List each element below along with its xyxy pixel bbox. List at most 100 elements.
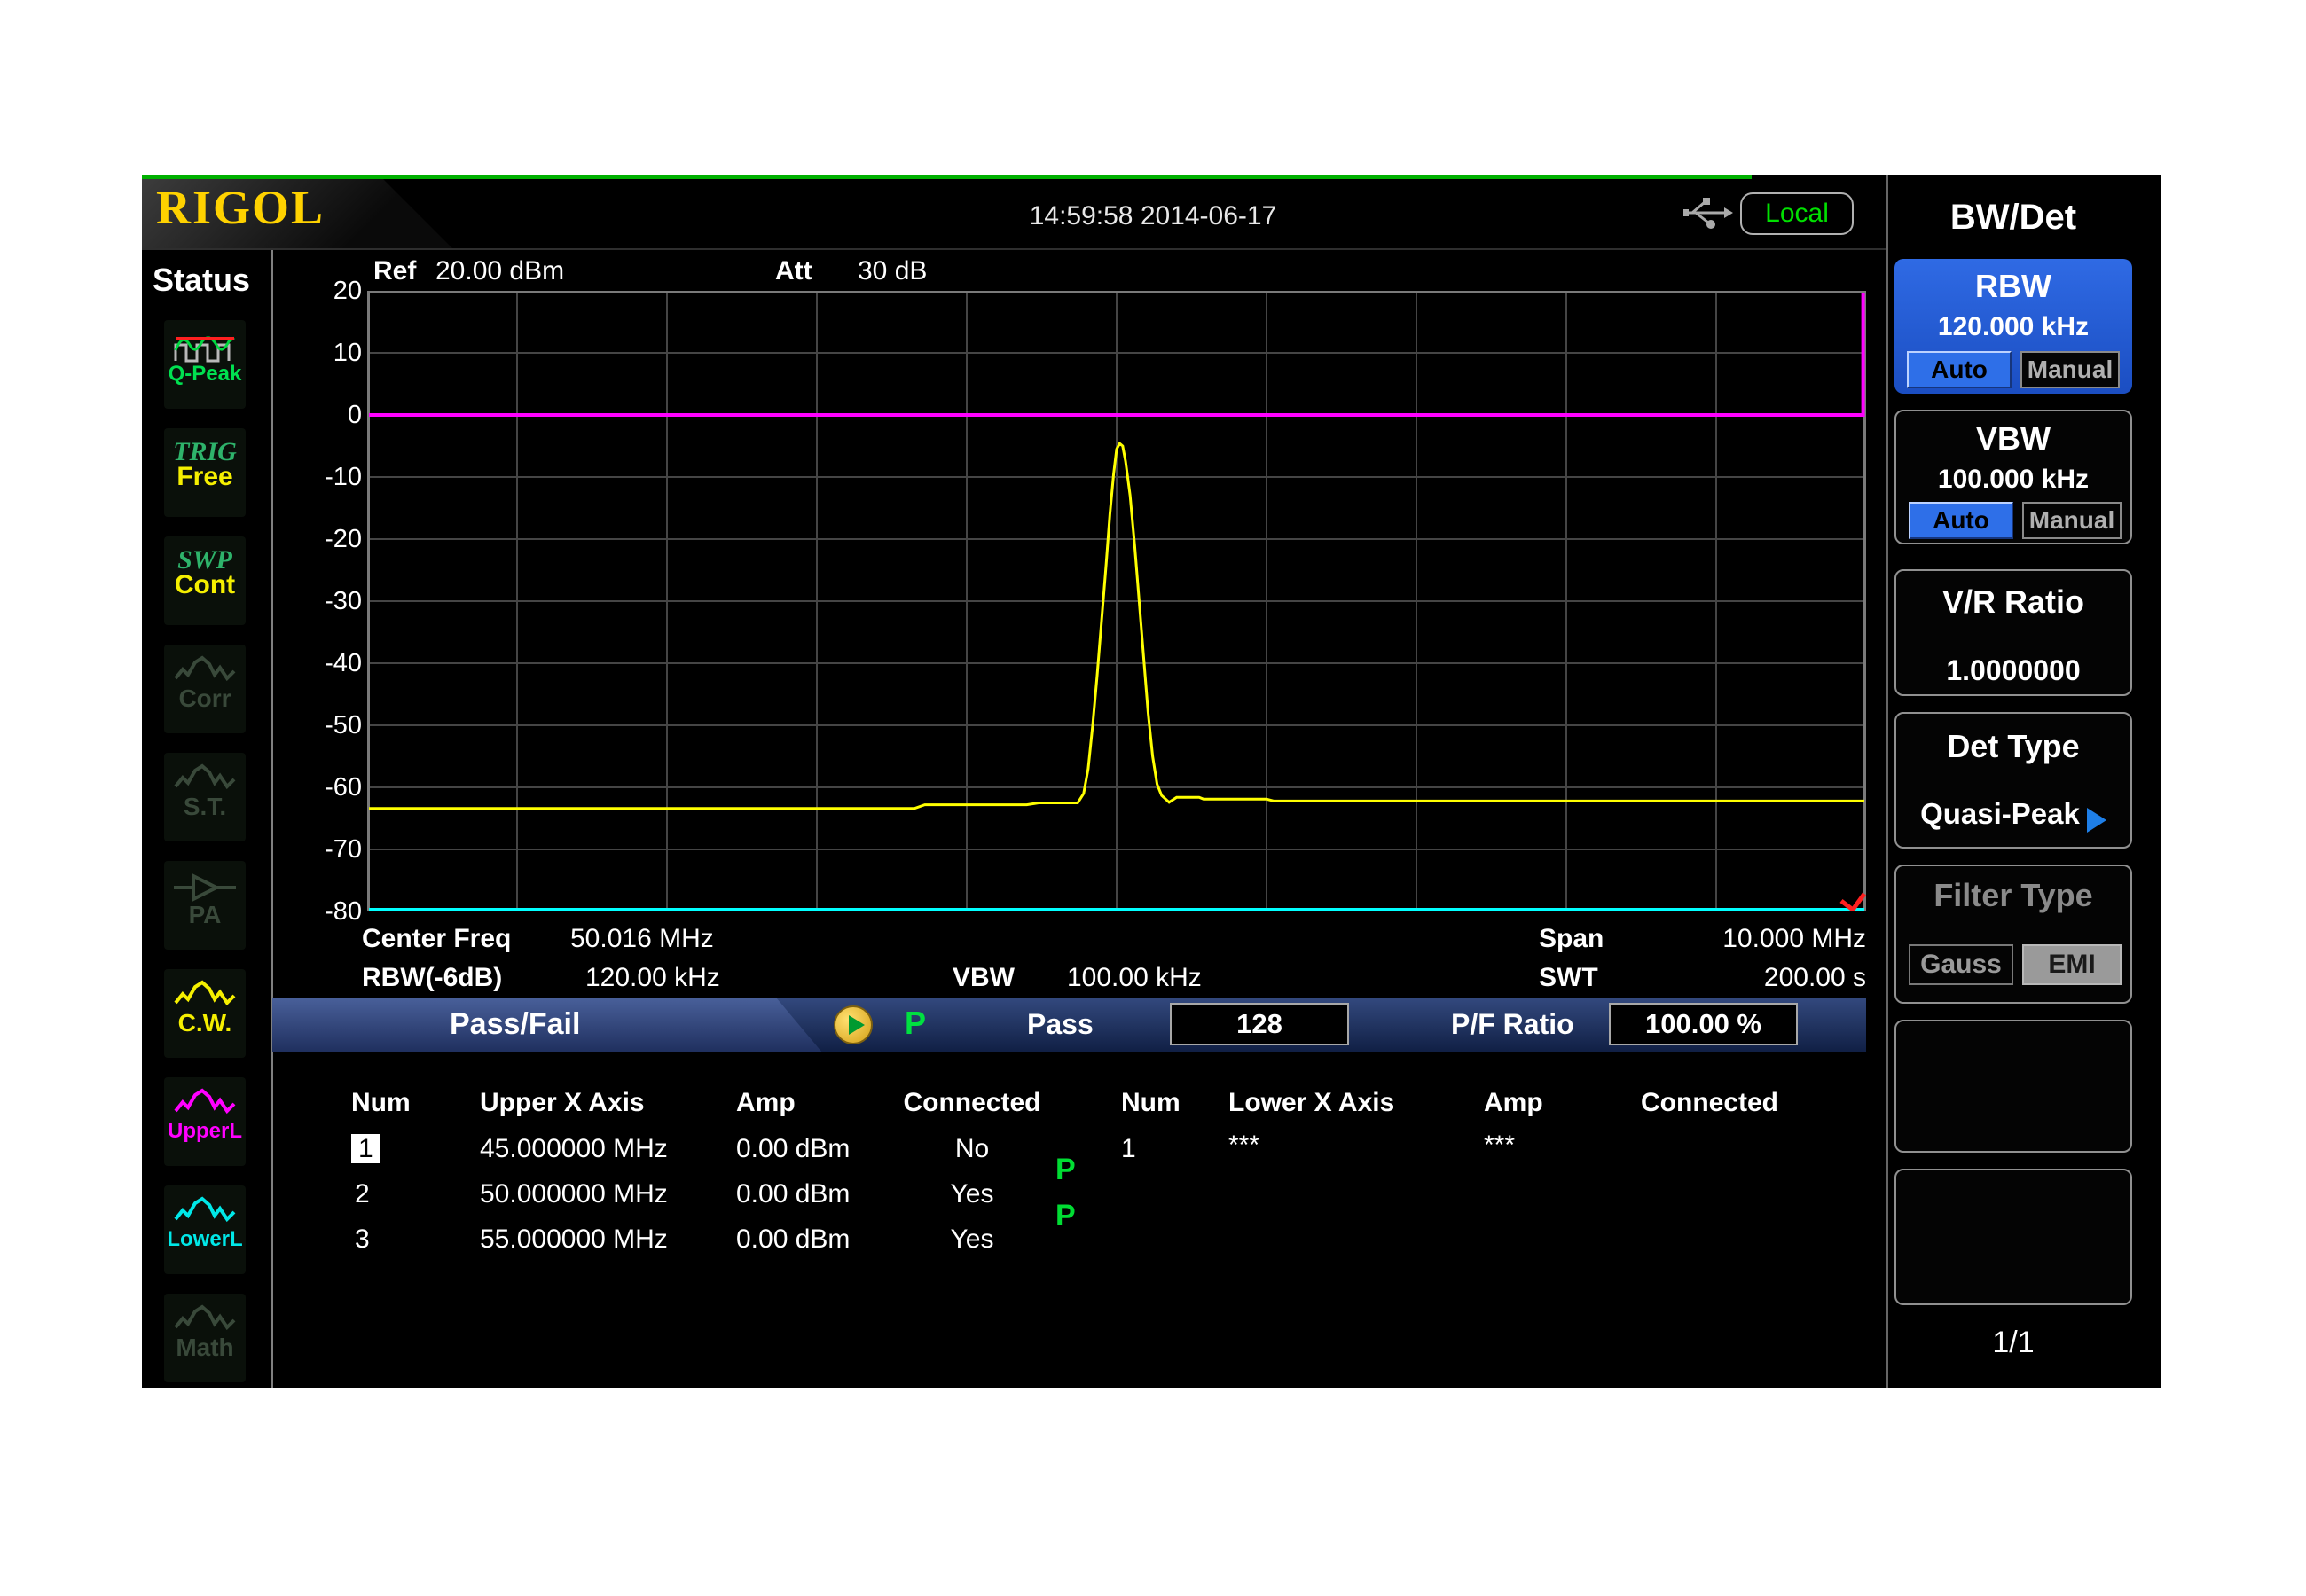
upper-row-connected[interactable]: Yes [950,1224,994,1254]
sidebar-divider [271,250,273,1388]
det-type-softkey[interactable]: Det Type Quasi-Peak [1894,712,2132,849]
filter-type-softkey: Filter Type Gauss EMI [1894,864,2132,1004]
center-freq-label: Center Freq [362,924,512,953]
vbw-manual-button[interactable]: Manual [2022,502,2122,539]
play-triangle-icon [849,1015,865,1035]
col-header-num-upper: Num [351,1088,411,1117]
upper-row-connected[interactable]: Yes [950,1179,994,1209]
rbw-value: 120.000 kHz [1937,312,2090,341]
upper-row-num[interactable]: 2 [355,1179,370,1209]
col-header-amp-lower: Amp [1484,1088,1543,1117]
y-axis-tick: -30 [325,587,362,615]
col-header-upper-x: Upper X Axis [480,1088,645,1117]
y-axis-tick: -70 [325,835,362,864]
det-type-label: Det Type [1947,728,2080,764]
upper-row-connected[interactable]: No [954,1134,990,1163]
upper-row-x[interactable]: 55.000000 MHz [480,1224,668,1254]
q-peak-icon [174,336,235,363]
empty-softkey [1894,1169,2132,1305]
upper-row-amp[interactable]: 0.00 dBm [736,1224,851,1254]
rbw-value[interactable]: 120.00 kHz [585,963,720,992]
panel-divider [1886,175,1888,1388]
y-axis-tick: 0 [347,401,362,429]
rbw-manual-button[interactable]: Manual [2020,351,2120,388]
vr-ratio-softkey[interactable]: V/R Ratio 1.0000000 [1894,569,2132,696]
lower-limit-icon [174,1196,236,1223]
correction-icon [174,655,236,682]
rbw-auto-button[interactable]: Auto [1907,351,2012,388]
top-status-strip [142,175,1752,179]
ref-label: Ref [373,256,417,286]
status-title: Status [153,262,251,298]
preamp-icon [174,872,236,903]
lower-row-amp[interactable]: *** [1484,1130,1516,1160]
y-axis-tick: -10 [325,463,362,491]
y-axis-tick: -50 [325,711,362,739]
pass-indicator: P [905,1005,927,1041]
swt-value[interactable]: 200.00 s [1763,963,1866,992]
col-header-connected-lower: Connected [1641,1088,1779,1117]
rbw-softkey[interactable]: RBW 120.000 kHz Auto Manual [1894,259,2132,394]
menu-page-indicator: 1/1 [1992,1326,2035,1359]
upper-row-x[interactable]: 50.000000 MHz [480,1179,668,1209]
filter-gauss-button: Gauss [1909,944,2013,985]
sidebar-item-trigger: TRIG Free [164,428,246,517]
sidebar-item-q-peak: Q-Peak [164,320,246,409]
sidebar-item-sweep: SWP Cont [164,536,246,625]
vbw-softkey[interactable]: VBW 100.000 kHz Auto Manual [1894,410,2132,544]
sidebar-item-correction: Corr [164,645,246,733]
play-icon[interactable] [834,1005,873,1044]
upper-limit-line [369,293,1865,417]
ref-value: 20.00 dBm [435,256,565,286]
pass-count-label: Pass [1027,1008,1094,1040]
upper-row-num[interactable]: 3 [355,1224,370,1254]
span-label: Span [1539,924,1604,953]
vbw-label: VBW [1976,420,2051,457]
vbw-value: 100.000 kHz [1937,465,2090,494]
math-icon [174,1304,236,1331]
upper-row-x[interactable]: 45.000000 MHz [480,1134,668,1163]
lower-row-num[interactable]: 1 [1121,1134,1136,1163]
sidebar-item-lower-limit: LowerL [164,1185,246,1274]
pass-fail-tab [272,998,822,1052]
limit-end-mark [1839,892,1866,911]
segment-pass-mark: P [1055,1153,1076,1186]
trigger-icon: TRIG [173,437,237,466]
upper-row-num-selected[interactable]: 1 [351,1134,380,1163]
local-button[interactable]: Local [1740,192,1854,235]
brand-logo: RIGOL [156,181,326,234]
analyzer-screen: RIGOL 14:59:58 2014-06-17 Local Status Q… [142,175,2161,1388]
pf-ratio-label: P/F Ratio [1451,1008,1574,1040]
swt-label: SWT [1539,963,1598,992]
sidebar-item-upper-limit: UpperL [164,1077,246,1166]
vbw-value[interactable]: 100.00 kHz [1067,963,1202,992]
lower-row-x[interactable]: *** [1228,1130,1260,1160]
pass-count-value: 128 [1170,1003,1349,1045]
vr-ratio-label: V/R Ratio [1941,583,2084,620]
sidebar-item-math: Math [164,1294,246,1382]
col-header-amp-upper: Amp [736,1088,796,1117]
col-header-num-lower: Num [1121,1088,1180,1117]
span-value[interactable]: 10.000 MHz [1722,924,1866,953]
upper-row-amp[interactable]: 0.00 dBm [736,1179,851,1209]
y-axis-tick: 20 [333,277,362,305]
rbw-label: RBW(-6dB) [362,963,503,992]
center-freq-value[interactable]: 50.016 MHz [570,924,714,953]
y-axis-tick: -60 [325,773,362,802]
col-header-lower-x: Lower X Axis [1228,1088,1395,1117]
upper-limit-icon [174,1088,236,1115]
usb-icon [1683,198,1733,229]
sidebar-item-preamp: PA [164,861,246,950]
y-axis-tick: -80 [325,897,362,926]
vbw-auto-button[interactable]: Auto [1909,502,2013,539]
pf-ratio-value: 100.00 % [1609,1003,1798,1045]
y-axis-tick: -20 [325,525,362,553]
sidebar-item-cw: C.W. [164,969,246,1058]
empty-softkey [1894,1020,2132,1153]
upper-row-amp[interactable]: 0.00 dBm [736,1134,851,1163]
det-type-value: Quasi-Peak [1920,797,2080,830]
sidebar-item-signal-track: S.T. [164,753,246,841]
menu-title: BW/Det [1949,198,2077,237]
segment-pass-mark: P [1055,1199,1076,1232]
pass-fail-bar: Pass/Fail P Pass 128 P/F Ratio 100.00 % [272,998,1866,1052]
